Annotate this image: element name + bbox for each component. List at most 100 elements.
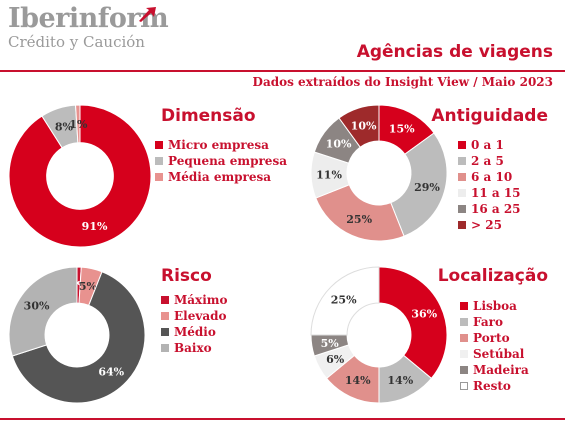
legend-label: 2 a 5 — [471, 154, 504, 168]
legend-label: 0 a 1 — [471, 138, 504, 152]
legend-label: 16 a 25 — [471, 202, 521, 216]
header-rule — [0, 70, 565, 72]
legend-swatch — [161, 312, 169, 320]
legend-label: Micro empresa — [168, 138, 269, 152]
page-subtitle: Dados extraídos do Insight View / Maio 2… — [252, 75, 553, 89]
legend-label: Faro — [473, 315, 503, 329]
legend-swatch — [458, 189, 466, 197]
legend-label: Porto — [473, 331, 510, 345]
legend-label: 11 a 15 — [471, 186, 521, 200]
legend-dimensao: Micro empresa Pequena empresa Média empres… — [155, 137, 287, 185]
footer-rule — [0, 418, 565, 420]
legend-item-localizacao-faro: Faro — [460, 314, 529, 330]
legend-swatch — [155, 173, 163, 181]
label-antiguidade-11-a-15: 11% — [316, 169, 342, 182]
legend-label: Madeira — [473, 363, 529, 377]
legend-item-risco-elevado: Elevado — [161, 308, 227, 324]
legend-swatch — [460, 334, 468, 342]
page-title: Agências de viagens — [356, 42, 553, 62]
legend-label: 6 a 10 — [471, 170, 513, 184]
legend-label: Elevado — [174, 309, 227, 323]
legend-item-antiguidade-6-a-10: 6 a 10 — [458, 169, 521, 185]
slice-antiguidade-25 — [338, 104, 380, 148]
legend-risco: Máximo Elevado Médio Baixo — [161, 292, 227, 356]
label-antiguidade-16-a-25: 10% — [326, 138, 352, 151]
legend-label: Média empresa — [168, 170, 272, 184]
legend-label: Máximo — [174, 293, 228, 307]
legend-label: Resto — [473, 379, 511, 393]
legend-swatch — [161, 296, 169, 304]
legend-item-dimensao-media-empresa: Média empresa — [155, 169, 287, 185]
legend-item-dimensao-pequena-empresa: Pequena empresa — [155, 153, 287, 169]
legend-item-risco-medio: Médio — [161, 324, 227, 340]
label-antiguidade-6-a-10: 25% — [346, 213, 372, 226]
legend-swatch — [161, 344, 169, 352]
legend-swatch — [155, 141, 163, 149]
legend-item-antiguidade-0-a-1: 0 a 1 — [458, 137, 521, 153]
label-antiguidade-0-a-1: 15% — [389, 122, 415, 135]
legend-antiguidade: 0 a 1 2 a 5 6 a 10 11 a 15 16 a 25 > 25 — [458, 137, 521, 233]
slice-dimensao-media-empresa — [75, 104, 81, 144]
legend-label: Médio — [174, 325, 216, 339]
label-antiguidade-25: 10% — [351, 119, 377, 132]
chart-title-localizacao: Localização — [437, 266, 548, 286]
slice-antiguidade-6-a-10 — [315, 184, 405, 242]
legend-swatch — [460, 302, 468, 310]
legend-label: Setúbal — [473, 347, 525, 361]
legend-item-antiguidade-25: > 25 — [458, 217, 521, 233]
legend-item-risco-baixo: Baixo — [161, 340, 227, 356]
legend-swatch — [460, 382, 468, 390]
label-localizacao-resto: 25% — [331, 294, 357, 307]
chart-title-risco: Risco — [161, 266, 212, 286]
legend-swatch — [458, 173, 466, 181]
slice-localizacao-lisboa — [378, 266, 448, 380]
slice-localizacao-resto — [310, 266, 380, 336]
label-localizacao-faro: 14% — [387, 374, 413, 387]
label-risco-elevado: 5% — [79, 280, 98, 293]
legend-label: Pequena empresa — [168, 154, 287, 168]
legend-item-antiguidade-11-a-15: 11 a 15 — [458, 185, 521, 201]
legend-swatch — [458, 221, 466, 229]
legend-localizacao: Lisboa Faro Porto Setúbal Madeira Resto — [460, 298, 529, 394]
label-localizacao-porto: 14% — [345, 374, 371, 387]
label-risco-medio: 64% — [98, 365, 124, 378]
logo-arrow-icon — [139, 7, 156, 22]
legend-item-localizacao-madeira: Madeira — [460, 362, 529, 378]
label-dimensao-micro-empresa: 91% — [82, 220, 108, 233]
legend-item-risco-maximo: Máximo — [161, 292, 227, 308]
label-localizacao-lisboa: 36% — [411, 308, 437, 321]
legend-swatch — [458, 141, 466, 149]
legend-label: Baixo — [174, 341, 212, 355]
slice-antiguidade-2-a-5 — [390, 132, 448, 237]
legend-item-localizacao-porto: Porto — [460, 330, 529, 346]
brand-subtitle: Crédito y Caución — [8, 33, 145, 51]
legend-item-antiguidade-2-a-5: 2 a 5 — [458, 153, 521, 169]
legend-item-localizacao-resto: Resto — [460, 378, 529, 394]
legend-swatch — [458, 157, 466, 165]
legend-item-localizacao-lisboa: Lisboa — [460, 298, 529, 314]
legend-swatch — [161, 328, 169, 336]
legend-swatch — [458, 205, 466, 213]
antiguidade-donut: 15% 29% 25% 11% 10% 10% — [310, 104, 448, 242]
dimensao-donut: 91% 8%1% — [8, 104, 152, 248]
label-localizacao-setubal: 6% — [326, 353, 345, 366]
slice-risco-baixo — [8, 266, 78, 357]
slice-dimensao-micro-empresa — [8, 104, 152, 248]
legend-item-localizacao-setubal: Setúbal — [460, 346, 529, 362]
label-dimensao-pequena-empresa: 8% — [55, 120, 74, 133]
label-antiguidade-2-a-5: 29% — [414, 181, 440, 194]
label-dimensao-media-empresa: 1% — [69, 118, 88, 131]
legend-swatch — [460, 350, 468, 358]
localizacao-donut: 36%14%14%6%5%25% — [310, 266, 448, 404]
legend-item-antiguidade-16-a-25: 16 a 25 — [458, 201, 521, 217]
chart-title-antiguidade: Antiguidade — [431, 106, 548, 126]
legend-label: Lisboa — [473, 299, 517, 313]
legend-swatch — [155, 157, 163, 165]
legend-label: > 25 — [471, 218, 502, 232]
legend-swatch — [460, 318, 468, 326]
label-localizacao-madeira: 5% — [321, 337, 340, 350]
label-risco-baixo: 30% — [24, 300, 50, 313]
legend-swatch — [460, 366, 468, 374]
chart-title-dimensao: Dimensão — [161, 106, 256, 126]
legend-item-dimensao-micro-empresa: Micro empresa — [155, 137, 287, 153]
